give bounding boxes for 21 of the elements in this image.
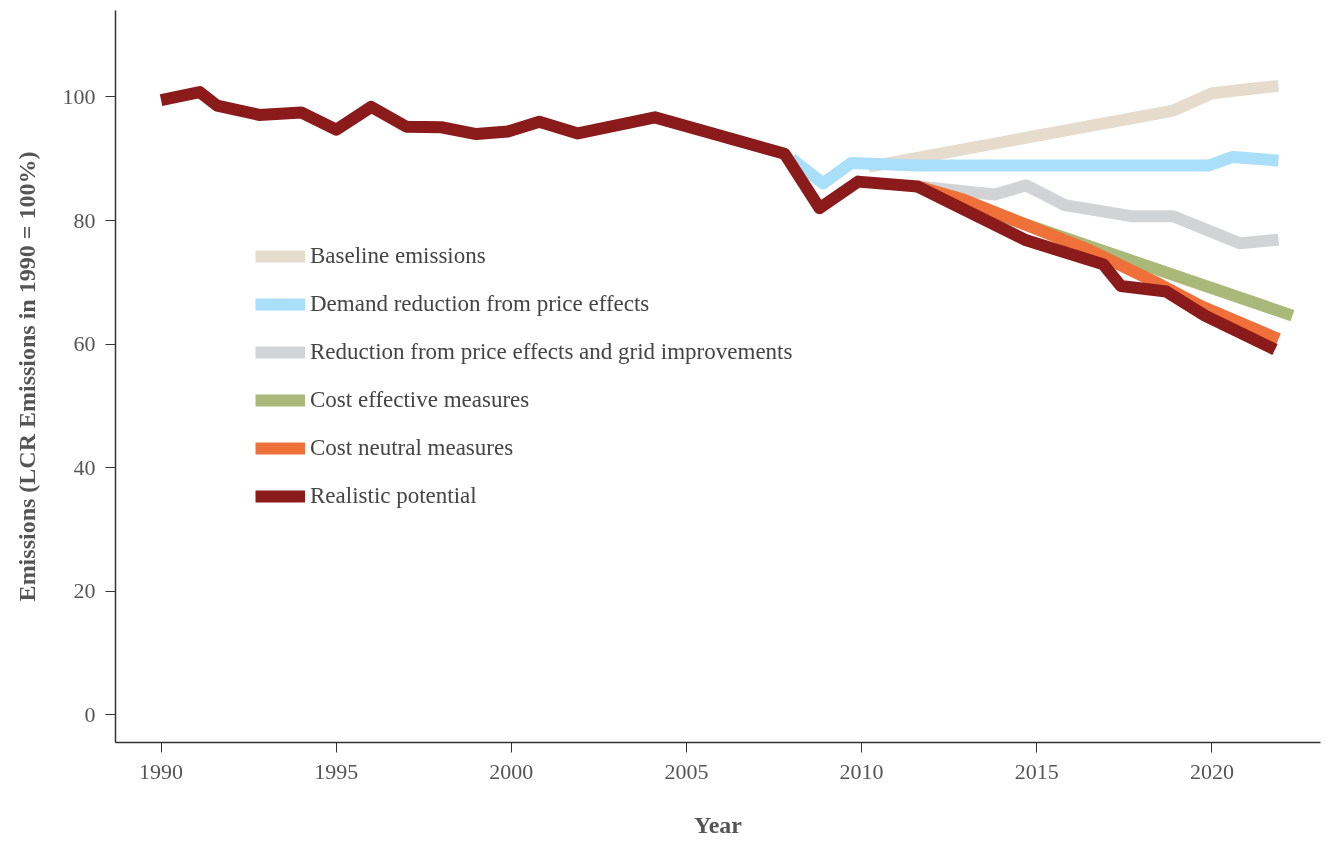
- legend-label: Reduction from price effects and grid improvements: [310, 339, 793, 365]
- legend-label: Cost neutral measures: [310, 435, 514, 461]
- legend-label: Cost effective measures: [310, 387, 530, 413]
- y-tick-label: 40: [73, 454, 96, 480]
- y-tick-label: 80: [73, 207, 96, 233]
- x-tick-label: 2010: [839, 758, 884, 784]
- legend-label: Demand reduction from price effects: [310, 291, 650, 317]
- y-tick-label: 60: [73, 331, 96, 357]
- y-tick-label: 20: [73, 578, 96, 604]
- x-tick-label: 2005: [664, 758, 709, 784]
- x-axis-title: Year: [694, 811, 743, 838]
- y-axis-title: Emissions (LCR Emissions in 1990 = 100%): [13, 151, 40, 602]
- x-tick-label: 1995: [314, 758, 359, 784]
- x-tick-label: 2020: [1189, 758, 1234, 784]
- x-tick-label: 2015: [1014, 758, 1059, 784]
- legend-label: Realistic potential: [310, 483, 477, 509]
- y-tick-label: 0: [84, 701, 96, 727]
- x-tick-label: 1990: [139, 758, 184, 784]
- legend-label: Baseline emissions: [310, 243, 486, 269]
- y-tick-label: 100: [62, 83, 96, 109]
- x-tick-label: 2000: [489, 758, 534, 784]
